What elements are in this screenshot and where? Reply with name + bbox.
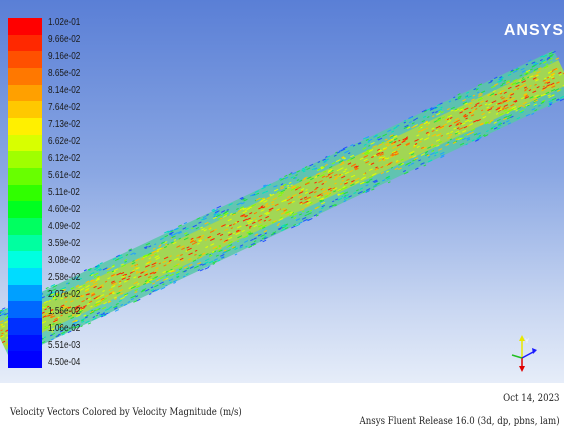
legend-label: 3.08e-02 (48, 255, 81, 266)
legend-swatch (8, 51, 42, 69)
legend-label: 9.66e-02 (48, 34, 81, 45)
velocity-vector-field (0, 50, 564, 360)
legend-label: 6.12e-02 (48, 153, 81, 164)
legend-swatch (8, 68, 42, 85)
legend-label: 1.02e-01 (48, 17, 81, 28)
legend-label: 8.65e-02 (48, 68, 81, 79)
graphics-footer: Velocity Vectors Colored by Velocity Mag… (0, 383, 564, 437)
legend-label: 5.61e-02 (48, 170, 81, 181)
legend-label: 4.50e-04 (48, 357, 81, 368)
legend-label: 3.59e-02 (48, 238, 81, 249)
legend-color-bar (8, 18, 42, 369)
legend-label: 7.64e-02 (48, 102, 81, 113)
color-legend: 1.02e-01 9.66e-02 9.16e-02 8.65e-02 8.14e-02… (8, 18, 80, 369)
legend-label: 5.51e-03 (48, 340, 81, 351)
ansys-logo: ANSYS (503, 22, 564, 39)
legend-label: 2.07e-02 (48, 289, 81, 300)
legend-swatch (8, 168, 42, 185)
legend-label: 1.56e-02 (48, 306, 81, 317)
legend-swatch (8, 284, 42, 302)
legend-label: 9.16e-02 (48, 51, 81, 62)
axis-triad-icon: Y (511, 335, 537, 372)
legend-swatch (8, 34, 42, 52)
legend-swatch (8, 351, 42, 369)
legend-label: 7.13e-02 (48, 119, 81, 130)
legend-swatch (8, 184, 42, 202)
legend-label: 6.62e-02 (48, 136, 81, 147)
legend-label: 5.11e-02 (48, 187, 80, 198)
release-info: Ansys Fluent Release 16.0 (3d, dp, pbns,… (360, 416, 560, 427)
legend-label: 1.06e-02 (48, 323, 81, 334)
legend-swatch (8, 134, 42, 152)
legend-swatch (8, 118, 42, 135)
legend-swatch (8, 234, 42, 252)
plot-date: Oct 14, 2023 (503, 393, 560, 404)
legend-label: 4.09e-02 (48, 221, 81, 232)
legend-swatch (8, 318, 42, 335)
legend-swatch (8, 334, 42, 352)
graphics-viewport[interactable]: 1.02e-01 9.66e-02 9.16e-02 8.65e-02 8.14e-02… (0, 0, 564, 383)
legend-label: 8.14e-02 (48, 85, 81, 96)
legend-swatch (8, 251, 42, 269)
legend-swatch (8, 301, 42, 319)
plot-caption: Velocity Vectors Colored by Velocity Mag… (10, 407, 242, 418)
legend-swatch (8, 84, 42, 102)
legend-label: 4.60e-02 (48, 204, 81, 215)
legend-swatch (8, 101, 42, 119)
legend-label: 2.58e-02 (48, 272, 81, 283)
legend-swatch (8, 201, 42, 219)
pipe-band-core (0, 60, 564, 350)
legend-swatch (8, 151, 42, 169)
legend-swatch (8, 18, 42, 35)
triad-y-label: Y (525, 339, 529, 345)
pipe-flow-band (0, 50, 564, 360)
legend-swatch (8, 268, 42, 285)
legend-swatch (8, 218, 42, 235)
